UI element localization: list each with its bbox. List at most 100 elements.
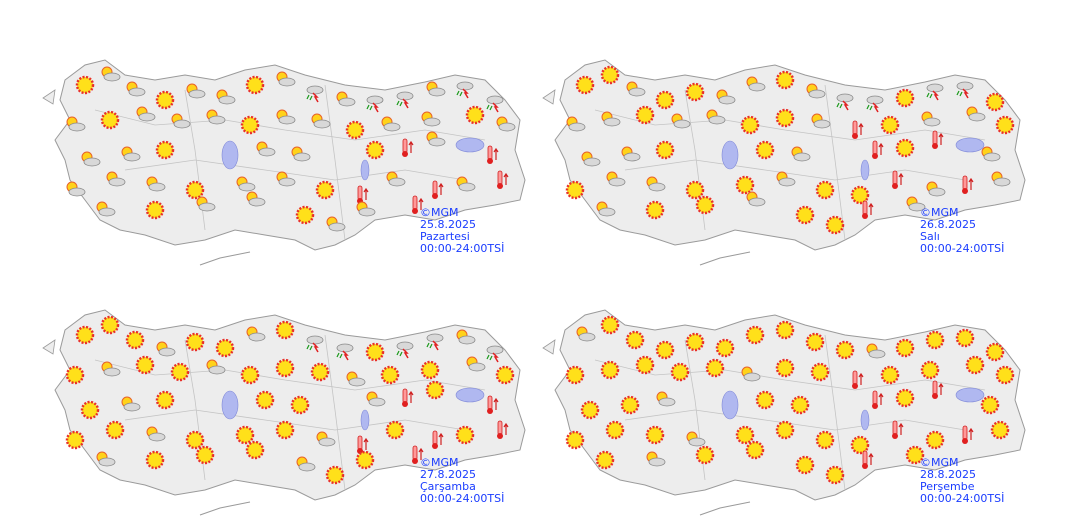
- sun-icon: [685, 332, 705, 352]
- forecast-day: Perşembe: [920, 480, 975, 493]
- thermometer-icon: [432, 180, 438, 196]
- thermometer-icon: [852, 370, 858, 386]
- cloud-icon: [188, 89, 206, 99]
- cloud-icon: [173, 119, 191, 129]
- rain-icon: [486, 354, 493, 361]
- sun-icon: [980, 395, 1000, 415]
- sun-icon: [565, 365, 585, 385]
- cloud-icon: [396, 91, 414, 101]
- sun-icon: [685, 82, 705, 102]
- thermometer-bulb: [872, 153, 878, 159]
- thermometer-icon: [412, 195, 418, 211]
- lightning-icon: [312, 342, 319, 353]
- thermometer-icon: [357, 435, 363, 451]
- arrow-up: [408, 140, 414, 153]
- lightning-icon: [312, 92, 319, 103]
- sun-icon: [565, 430, 585, 450]
- cloud-icon: [928, 187, 946, 197]
- sun-icon: [825, 465, 845, 485]
- sun-icon: [715, 338, 735, 358]
- sun-icon: [825, 215, 845, 235]
- sun-icon: [155, 140, 175, 160]
- sun-icon: [775, 420, 795, 440]
- cloud-icon: [103, 72, 121, 82]
- cloud-icon: [258, 147, 276, 157]
- sun-icon: [695, 195, 715, 215]
- arrow-up: [503, 422, 509, 435]
- thermometer-bulb: [412, 208, 418, 214]
- lightning-icon: [492, 102, 499, 113]
- cloud-icon: [748, 82, 766, 92]
- thermometer-bulb: [892, 183, 898, 189]
- arrow-up: [878, 142, 884, 155]
- cloud-icon: [98, 457, 116, 467]
- cloud-icon: [383, 122, 401, 132]
- cloud-icon: [358, 207, 376, 217]
- sun-icon: [655, 140, 675, 160]
- forecast-day: Salı: [920, 230, 940, 243]
- cloud-icon: [238, 182, 256, 192]
- cloud-icon: [123, 152, 141, 162]
- forecast-copyright: ©MGM: [920, 206, 959, 219]
- sun-icon: [810, 362, 830, 382]
- thermometer-bulb: [487, 158, 493, 164]
- cloud-icon: [198, 202, 216, 212]
- sun-icon: [735, 425, 755, 445]
- forecast-copyright: ©MGM: [420, 456, 459, 469]
- cloud-icon: [923, 117, 941, 127]
- forecast-time: 00:00-24:00TSİ: [920, 242, 1004, 255]
- sun-icon: [895, 88, 915, 108]
- cloud-icon: [318, 437, 336, 447]
- sun-icon: [905, 445, 925, 465]
- thermometer-icon: [932, 130, 938, 146]
- cloud-icon: [458, 335, 476, 345]
- sun-icon: [995, 365, 1015, 385]
- sun-icon: [925, 330, 945, 350]
- sun-icon: [155, 90, 175, 110]
- lightning-icon: [372, 102, 379, 113]
- cloud-icon: [608, 177, 626, 187]
- lightning-icon: [932, 90, 939, 101]
- cloud-icon: [836, 93, 854, 103]
- cloud-icon: [428, 137, 446, 147]
- sun-icon: [290, 395, 310, 415]
- forecast-date: 27.8.2025: [420, 468, 476, 481]
- cloud-icon: [68, 122, 86, 132]
- sun-icon: [955, 328, 975, 348]
- cloud-icon: [983, 152, 1001, 162]
- sun-icon: [275, 358, 295, 378]
- arrow-up: [898, 172, 904, 185]
- lightning-icon: [962, 88, 969, 99]
- cloud-icon: [793, 152, 811, 162]
- cloud-icon: [158, 347, 176, 357]
- lightning-icon: [462, 88, 469, 99]
- thermometer-icon: [932, 380, 938, 396]
- rain-icon: [396, 100, 403, 107]
- sun-icon: [815, 430, 835, 450]
- sun-icon: [705, 358, 725, 378]
- cloud-icon: [423, 117, 441, 127]
- thermometer-bulb: [962, 188, 968, 194]
- forecast-date: 28.8.2025: [920, 468, 976, 481]
- sun-icon: [635, 105, 655, 125]
- sun-icon: [575, 75, 595, 95]
- sun-icon: [185, 332, 205, 352]
- cloud-icon: [908, 202, 926, 212]
- forecast-time: 00:00-24:00TSİ: [920, 492, 1004, 505]
- cloud-icon: [568, 122, 586, 132]
- sun-icon: [895, 138, 915, 158]
- cloud-icon: [218, 95, 236, 105]
- sun-icon: [655, 90, 675, 110]
- rain-icon: [866, 104, 873, 111]
- sun-icon: [805, 332, 825, 352]
- sun-icon: [985, 92, 1005, 112]
- lightning-icon: [402, 348, 409, 359]
- sun-icon: [65, 430, 85, 450]
- thermometer-icon: [497, 170, 503, 186]
- cloud-icon: [428, 87, 446, 97]
- cloud-icon: [138, 112, 156, 122]
- cloud-icon: [426, 333, 444, 343]
- sun-icon: [790, 395, 810, 415]
- cloud-icon: [208, 365, 226, 375]
- sun-icon: [145, 450, 165, 470]
